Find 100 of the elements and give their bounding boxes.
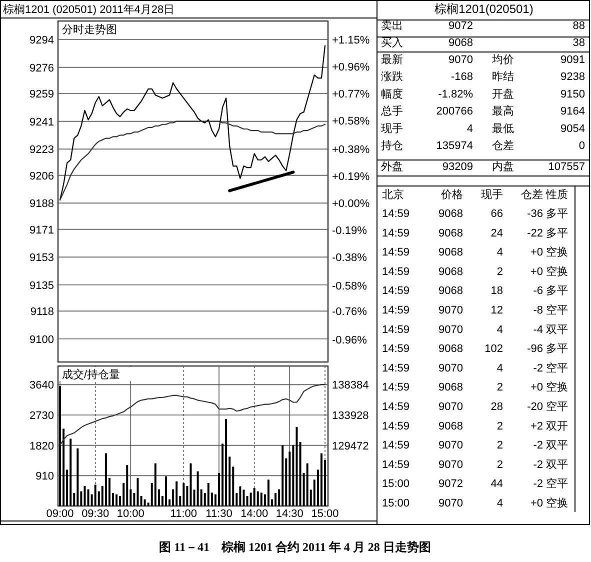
text: 均价 xyxy=(491,54,514,66)
y2-tick-label: 138384 xyxy=(332,380,369,392)
text: 空换 xyxy=(546,496,568,510)
text: 14:59 xyxy=(382,401,410,413)
text: 24 xyxy=(490,227,503,240)
text: -22 xyxy=(527,227,543,240)
text: 9068 xyxy=(438,246,463,259)
text: 9070 xyxy=(438,304,463,316)
text: 空换 xyxy=(546,264,568,278)
y2-tick-label: +0.38% xyxy=(332,144,370,156)
text: 9054 xyxy=(560,122,585,135)
text: 4 xyxy=(496,362,503,374)
caption: 图 11－41 棕榈 1201 合约 2011 年 4 月 28 日走势图 xyxy=(159,540,431,554)
text: 9070 xyxy=(438,401,463,413)
text: -8 xyxy=(533,304,543,316)
text: 9068 xyxy=(438,227,463,240)
text: -2 xyxy=(533,362,543,374)
text: 9150 xyxy=(560,88,585,100)
text: -20 xyxy=(527,401,543,413)
text: 14:59 xyxy=(382,458,410,471)
text: 最高 xyxy=(492,104,514,118)
text: 9068 xyxy=(438,343,463,356)
text: 14:59 xyxy=(382,382,410,394)
text: 内盘 xyxy=(492,160,514,173)
text: +0 xyxy=(530,246,543,259)
text: 88 xyxy=(572,20,585,32)
text: 外盘 xyxy=(381,161,403,173)
text: 性质 xyxy=(545,188,568,201)
text: 107557 xyxy=(548,161,585,173)
text: 价格 xyxy=(440,189,463,201)
text: 9068 xyxy=(438,266,463,278)
text: 2 xyxy=(496,266,503,278)
text: 现手 xyxy=(381,122,403,135)
text: 棕榈1201(020501) xyxy=(434,2,534,16)
x-tick-label: 14:30 xyxy=(276,508,304,520)
text: 空平 xyxy=(546,304,568,316)
text: 双开 xyxy=(546,420,568,432)
y-tick-label: 9294 xyxy=(30,34,54,47)
text: 4 xyxy=(496,324,503,336)
y2-tick-label: -0.76% xyxy=(332,306,368,318)
x-tick-label: 14:00 xyxy=(240,508,268,520)
text: -2 xyxy=(533,478,543,490)
y-tick-label: 910 xyxy=(36,470,54,483)
text: 28 xyxy=(490,401,503,413)
text: 9070 xyxy=(438,498,463,510)
text: 卖出 xyxy=(381,19,403,32)
text: 9072 xyxy=(438,478,463,490)
text: 9070 xyxy=(438,324,463,336)
text: 15:00 xyxy=(382,478,410,490)
text: 4 xyxy=(496,498,503,510)
text: 双平 xyxy=(546,324,568,336)
text: +0 xyxy=(530,498,543,510)
text: 2 xyxy=(496,420,503,432)
text: 93209 xyxy=(442,161,473,173)
text: +2 xyxy=(530,420,543,432)
text: 14:59 xyxy=(382,266,410,278)
x-tick-label: 11:30 xyxy=(206,508,232,520)
text: 空平 xyxy=(546,400,568,413)
y-tick-label: 9276 xyxy=(30,62,54,74)
text: 15:00 xyxy=(382,498,410,510)
text: 幅度 xyxy=(381,87,403,100)
text: 38 xyxy=(572,37,585,49)
y-tick-label: 9259 xyxy=(30,88,54,101)
text: 最新 xyxy=(381,53,403,66)
text: 现手 xyxy=(481,188,503,201)
text: 14:59 xyxy=(382,208,410,220)
x-tick-label: 11:00 xyxy=(170,508,198,520)
text: 多平 xyxy=(546,208,568,220)
text: 多平 xyxy=(546,227,568,240)
text: 9068 xyxy=(438,285,463,298)
text: 14:59 xyxy=(382,285,410,298)
x-tick-label: 15:00 xyxy=(311,508,339,520)
x-tick-label: 10:00 xyxy=(116,508,144,520)
chart-title: 成交/持仓量 xyxy=(62,368,120,381)
y-tick-label: 1820 xyxy=(30,440,54,452)
y2-tick-label: 133928 xyxy=(332,410,369,422)
text: 棕榈1201 (020501) 2011年4月28日 xyxy=(3,3,175,16)
text: 9070 xyxy=(448,54,473,66)
y-tick-label: 9118 xyxy=(30,306,54,318)
text: -4 xyxy=(533,324,543,336)
text: 昨结 xyxy=(492,70,514,84)
text: -96 xyxy=(527,343,543,356)
text: 9070 xyxy=(438,440,463,452)
y2-tick-label: +0.96% xyxy=(332,61,370,74)
text: 9068 xyxy=(438,420,463,432)
text: +0 xyxy=(530,382,543,394)
y-tick-label: 9223 xyxy=(30,144,54,156)
y-tick-label: 9188 xyxy=(30,198,54,210)
chart-title: 分时走势图 xyxy=(62,23,117,36)
text: 14:59 xyxy=(382,343,410,356)
text: 44 xyxy=(490,478,503,490)
text: 仓差 xyxy=(492,140,514,152)
text: 开盘 xyxy=(492,88,514,100)
y-tick-label: 9135 xyxy=(30,280,54,292)
text: 9072 xyxy=(448,20,473,32)
text: 9164 xyxy=(560,106,585,118)
y-tick-label: 9100 xyxy=(30,334,54,346)
text: 空平 xyxy=(546,477,568,490)
text: 最低 xyxy=(492,122,514,135)
text: +0 xyxy=(530,266,543,278)
